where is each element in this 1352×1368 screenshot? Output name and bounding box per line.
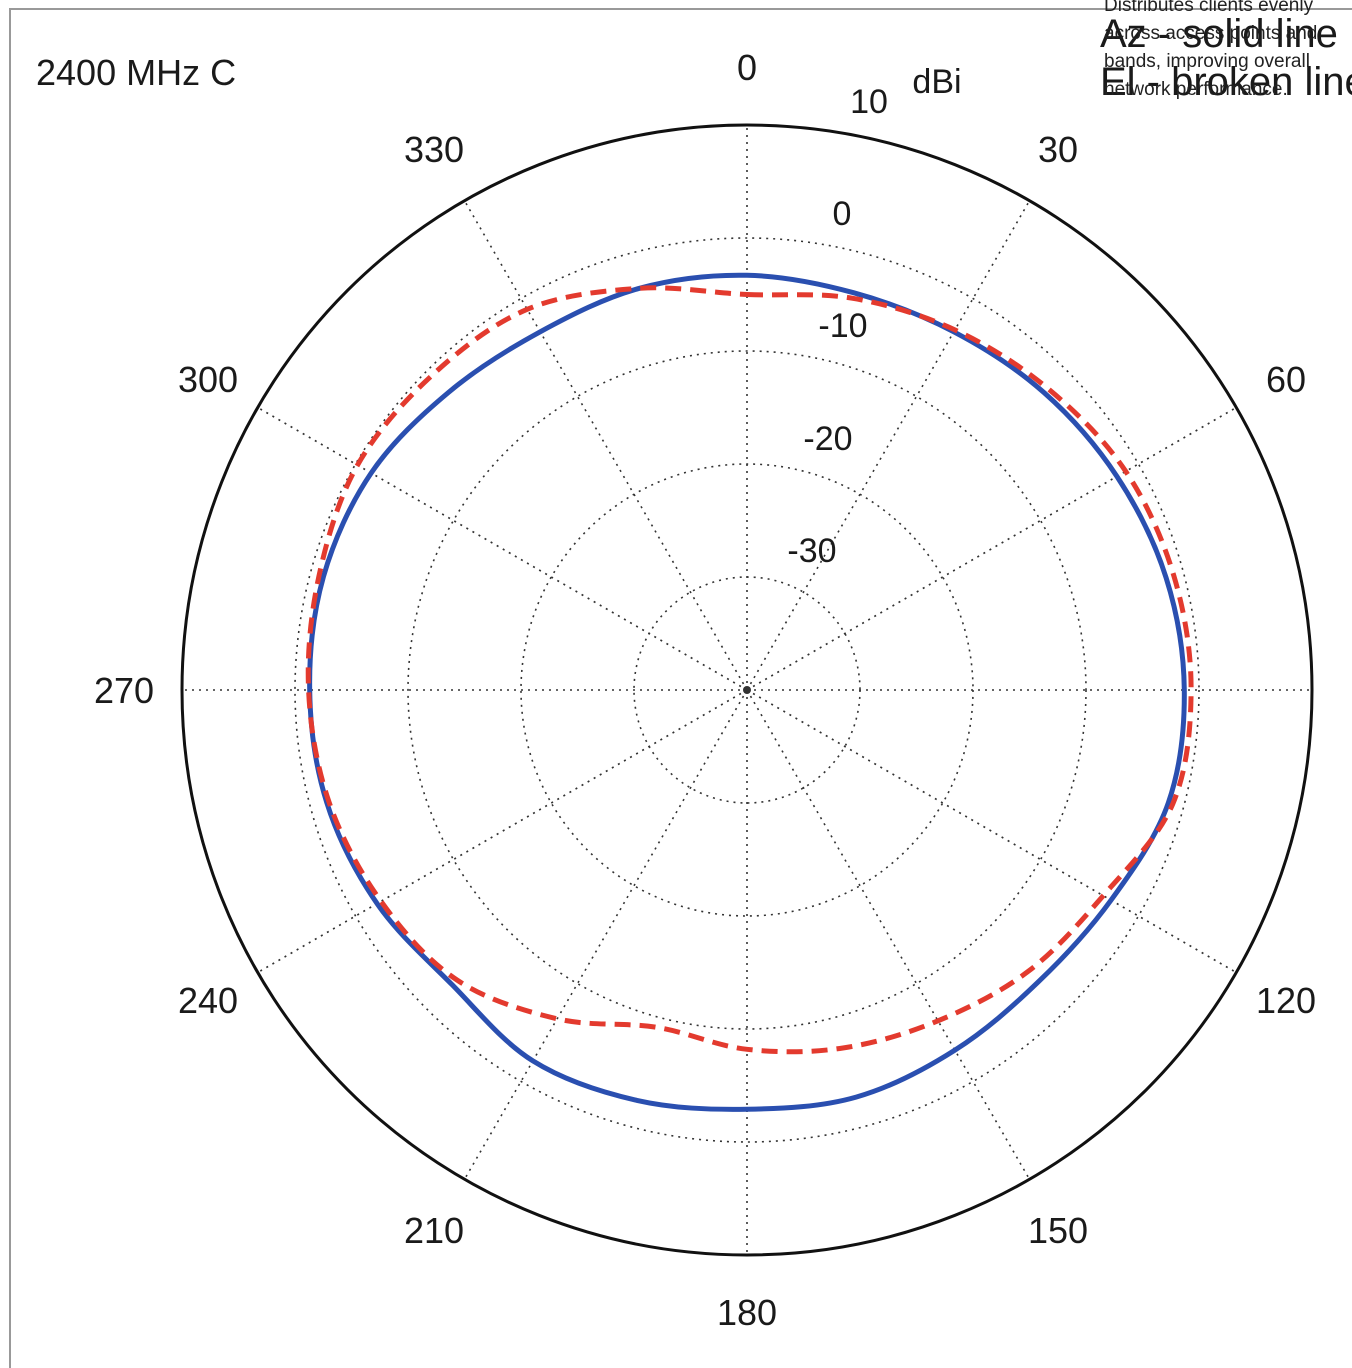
series-el-line <box>305 285 1194 1055</box>
radial-tick-label: 10 <box>850 83 888 121</box>
legend-el: El - broken line <box>1100 60 1352 104</box>
angle-tick-label: 30 <box>1038 129 1078 170</box>
series-az-line <box>307 272 1187 1112</box>
frame-border <box>9 8 1352 1368</box>
grid-spoke <box>257 406 748 691</box>
angle-tick-label: 210 <box>404 1210 464 1251</box>
grid-spoke <box>463 200 748 691</box>
grid-ring <box>407 350 1087 1030</box>
angle-tick-label: 0 <box>737 47 757 88</box>
angle-tick-label: 60 <box>1266 359 1306 400</box>
angle-tick-label: 300 <box>178 359 238 400</box>
angle-tick-label: 120 <box>1256 980 1316 1021</box>
center-point <box>743 686 751 694</box>
radial-tick-label: -20 <box>803 420 852 458</box>
legend-az: Az - solid line <box>1100 12 1338 56</box>
grid-spoke <box>257 689 748 974</box>
outer-ring <box>180 123 1314 1257</box>
tooltip: Distributes clients evenly across access… <box>1104 0 1318 100</box>
grid-spoke <box>463 689 748 1180</box>
chart-title: 2400 MHz C <box>36 52 237 93</box>
radial-tick-label: -10 <box>818 307 867 345</box>
grid-spoke <box>746 689 1237 974</box>
grid-spoke <box>746 689 1031 1180</box>
unit-label: dBi <box>912 63 961 101</box>
grid-ring <box>294 237 1200 1143</box>
angle-tick-label: 330 <box>404 129 464 170</box>
angle-tick-label: 180 <box>717 1292 777 1333</box>
grid-spoke <box>746 200 1031 691</box>
grid-spoke <box>746 406 1237 691</box>
angle-tick-label: 270 <box>94 670 154 711</box>
angle-tick-label: 150 <box>1028 1210 1088 1251</box>
radial-tick-label: 0 <box>833 195 852 233</box>
radial-tick-label: -30 <box>787 532 836 570</box>
angle-tick-label: 240 <box>178 980 238 1021</box>
